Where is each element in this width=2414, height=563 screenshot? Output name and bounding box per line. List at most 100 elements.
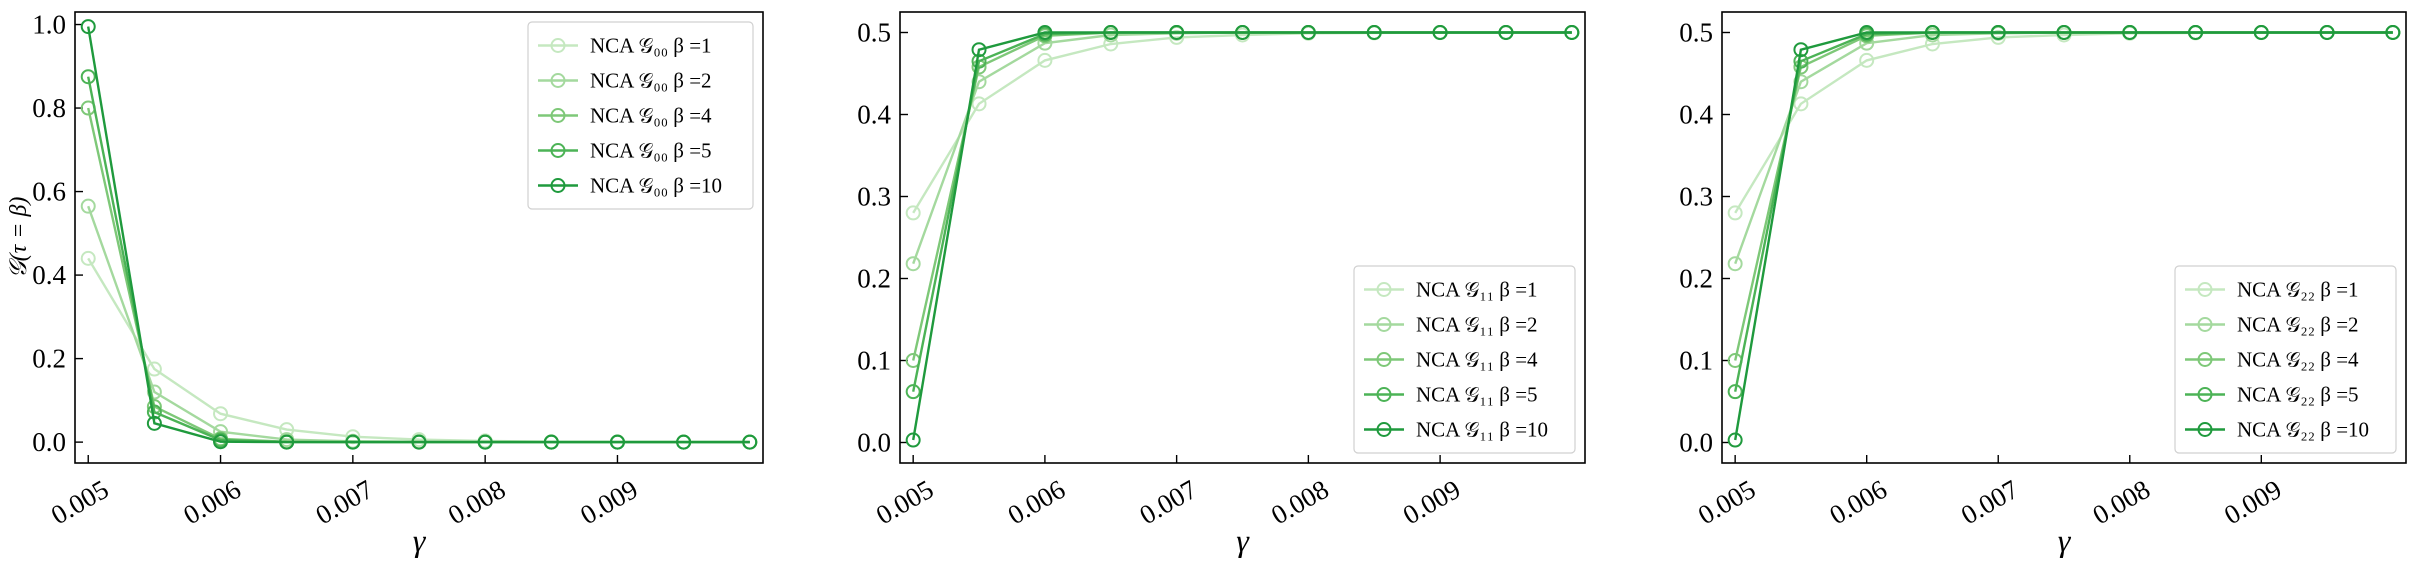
legend-marker <box>1376 352 1392 367</box>
data-point <box>742 434 758 450</box>
data-point <box>477 434 493 450</box>
data-point <box>146 415 162 431</box>
y-tick-label: 0.0 <box>1679 428 1713 458</box>
chart-panel-1: 0.005 0.006 0.007 0.008 0.009 0.0 0.2 0.4 0.6 0.8… <box>6 10 764 558</box>
data-point <box>345 434 361 450</box>
x-tick-label: 0.006 <box>178 474 246 530</box>
legend-marker <box>2197 282 2213 297</box>
x-tick-label: 0.005 <box>871 474 939 530</box>
data-point <box>1366 25 1382 40</box>
data-point <box>1793 96 1809 112</box>
data-point <box>1432 25 1448 40</box>
series-line <box>87 257 750 444</box>
data-point <box>905 384 921 400</box>
data-point <box>1990 25 2006 40</box>
series-line <box>87 26 750 444</box>
x-tick-label: 0.008 <box>443 474 511 530</box>
legend: NCA 𝒢₀₀ β =1 NCA 𝒢₀₀ β =2 NCA 𝒢₀₀ β =4 NCA … <box>527 21 754 210</box>
x-tick-label: 0.007 <box>1956 474 2024 530</box>
y-axis-label: 𝒢(τ = β) <box>6 197 32 279</box>
data-point <box>2319 25 2335 40</box>
x-axis-label: γ <box>1236 522 1250 558</box>
y-tick-label: 0.5 <box>1679 18 1713 48</box>
data-point <box>1103 25 1119 40</box>
y-tick-label: 0.0 <box>857 428 891 458</box>
x-axis-label: γ <box>2058 522 2072 558</box>
x-tick-label: 0.009 <box>2219 474 2287 530</box>
legend-entry: NCA 𝒢₁₁ β =4 <box>1364 348 1538 372</box>
data-point <box>1727 432 1743 448</box>
series-line <box>1734 31 2393 214</box>
legend-label: NCA 𝒢₂₂ β =1 <box>2237 278 2359 302</box>
data-point <box>1103 36 1119 52</box>
data-point <box>80 19 96 35</box>
chart-panel-2: 0.005 0.006 0.007 0.008 0.009 0.0 0.1 0.2 0.3 0.4… <box>857 11 1586 558</box>
y-tick-label: 0.6 <box>32 177 66 207</box>
legend-box <box>1353 265 1576 454</box>
y-tick-label: 0.2 <box>1679 264 1713 294</box>
legend-marker <box>550 108 566 123</box>
legend-label: NCA 𝒢₁₁ β =1 <box>1416 278 1538 302</box>
legend-label: NCA 𝒢₂₂ β =2 <box>2237 313 2359 337</box>
legend-entry: NCA 𝒢₂₂ β =5 <box>2185 383 2359 407</box>
legend-label: NCA 𝒢₁₁ β =10 <box>1416 418 1548 442</box>
legend-entry: NCA 𝒢₁₁ β =5 <box>1364 383 1538 407</box>
legend-marker <box>2197 352 2213 367</box>
y-tick-label: 0.4 <box>1679 100 1713 130</box>
data-point <box>2385 25 2401 40</box>
series-line <box>1734 31 2393 441</box>
data-point <box>905 256 921 272</box>
y-tick-label: 0.2 <box>32 344 66 374</box>
x-tick-label: 0.007 <box>1134 474 1202 530</box>
data-point <box>146 361 162 377</box>
series-1 <box>905 25 1580 221</box>
legend-marker <box>2197 387 2213 402</box>
data-point <box>1727 205 1743 221</box>
x-tick-label: 0.006 <box>1824 474 1892 530</box>
chart-panel-3: 0.005 0.006 0.007 0.008 0.009 0.0 0.1 0.2 0.3 0.4… <box>1679 11 2407 558</box>
data-point <box>1924 36 1940 52</box>
legend-entry: NCA 𝒢₂₂ β =2 <box>2185 313 2359 337</box>
data-point <box>2188 25 2204 40</box>
series-line <box>87 205 750 444</box>
legend-entry: NCA 𝒢₂₂ β =10 <box>2185 418 2369 442</box>
data-point <box>1859 25 1875 40</box>
data-point <box>1235 25 1250 40</box>
x-tick-label: 0.006 <box>1003 474 1071 530</box>
x-tick-label: 0.008 <box>1266 474 1334 530</box>
data-point <box>905 432 921 448</box>
x-tick-label: 0.005 <box>1693 474 1761 530</box>
legend-label: NCA 𝒢₀₀ β =2 <box>590 69 712 93</box>
y-tick-label: 0.8 <box>32 93 66 123</box>
data-point <box>2122 25 2138 40</box>
legend: NCA 𝒢₁₁ β =1 NCA 𝒢₁₁ β =2 NCA 𝒢₁₁ β =4 NCA … <box>1353 265 1576 454</box>
series-2 <box>80 198 758 450</box>
series-2 <box>1727 25 2401 272</box>
legend-marker <box>550 178 566 193</box>
series-5 <box>905 25 1580 448</box>
data-point <box>676 434 692 450</box>
data-point <box>213 406 229 422</box>
legend-label: NCA 𝒢₀₀ β =5 <box>590 139 712 163</box>
data-point <box>1859 52 1875 68</box>
data-point <box>1727 256 1743 272</box>
y-tick-label: 1.0 <box>32 10 66 40</box>
legend-marker <box>1376 282 1392 297</box>
x-tick-label: 0.009 <box>575 474 643 530</box>
legend-marker <box>1376 387 1392 402</box>
legend-label: NCA 𝒢₂₂ β =4 <box>2237 348 2359 372</box>
data-point <box>279 434 295 450</box>
legend-label: NCA 𝒢₀₀ β =4 <box>590 104 712 128</box>
data-point <box>2056 25 2072 40</box>
plot-frame <box>74 11 764 464</box>
data-point <box>1169 25 1185 40</box>
legend-marker <box>1376 422 1392 437</box>
y-tick-label: 0.0 <box>32 427 66 457</box>
y-tick-label: 0.4 <box>857 100 891 130</box>
legend-marker <box>550 38 566 53</box>
legend-entry: NCA 𝒢₂₂ β =4 <box>2185 348 2359 372</box>
data-point <box>1498 25 1514 40</box>
legend-entry: NCA 𝒢₀₀ β =1 <box>538 34 712 58</box>
data-point <box>146 384 162 400</box>
